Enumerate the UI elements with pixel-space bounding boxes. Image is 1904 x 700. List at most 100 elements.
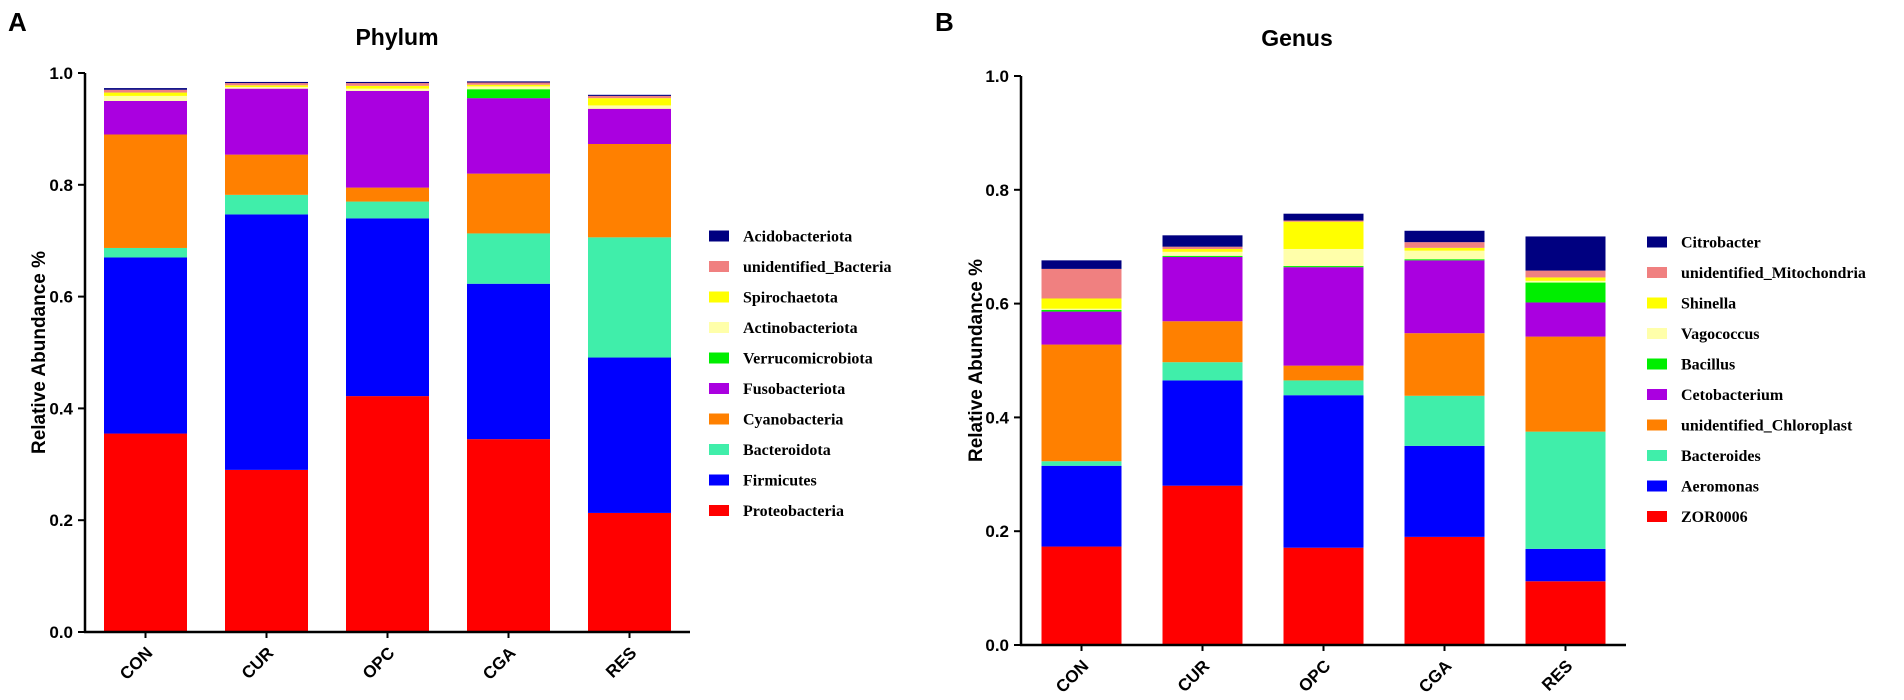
- legend-swatch-verrucomicrobiota: [709, 352, 729, 364]
- y-tick-label: 1.0: [49, 64, 73, 83]
- bar-segment-cur-zor0006: [1162, 485, 1243, 645]
- bar-segment-cur-firmicutes: [225, 214, 308, 470]
- bar-segment-cga-actinobacteriota: [467, 86, 550, 90]
- bar-segment-opc-citrobacter: [1283, 213, 1364, 221]
- legend-label-firmicutes: Firmicutes: [743, 473, 817, 490]
- bar-segment-res-vagococcus: [1525, 280, 1606, 283]
- legend-label-zor0006: ZOR0006: [1681, 509, 1748, 526]
- bar-segment-cur-proteobacteria: [225, 469, 308, 632]
- legend-swatch-cyanobacteria: [709, 413, 729, 425]
- bar-segment-opc-spirochaetota: [346, 85, 429, 89]
- bar-segment-res-firmicutes: [588, 357, 671, 513]
- legend-swatch-proteobacteria: [709, 505, 729, 516]
- bar-segment-cga-fusobacteriota: [467, 98, 550, 174]
- bar-segment-opc-bacillus: [1283, 266, 1364, 268]
- legend-swatch-unidentified-chloroplast: [1647, 419, 1667, 431]
- bar-segment-cur-actinobacteriota: [225, 86, 308, 89]
- legend-label-verrucomicrobiota: Verrucomicrobiota: [743, 351, 873, 368]
- bar-segment-con-fusobacteriota: [104, 100, 187, 135]
- bar-segment-cur-bacteroidota: [225, 194, 308, 215]
- legend-swatch-bacteroidota: [709, 444, 729, 455]
- bar-segment-con-citrobacter: [1041, 260, 1122, 269]
- y-tick-label: 0.4: [49, 399, 73, 418]
- bar-segment-res-bacillus: [1525, 282, 1606, 303]
- legend-label-spirochaetota: Spirochaetota: [743, 290, 838, 307]
- panel-letter-a: A: [8, 7, 27, 37]
- bar-segment-con-zor0006: [1041, 546, 1122, 645]
- bar-segment-con-acidobacteriota: [104, 88, 187, 90]
- bar-segment-con-unidentified-bacteria: [104, 89, 187, 93]
- bar-segment-cga-spirochaetota: [467, 84, 550, 87]
- bar-segment-cur-bacteroides: [1162, 362, 1243, 381]
- bar-segment-opc-bacteroidota: [346, 201, 429, 219]
- bar-segment-res-bacteroidota: [588, 237, 671, 358]
- legend-swatch-vagococcus: [1647, 328, 1667, 339]
- bar-segment-res-unidentified-bacteria: [588, 95, 671, 99]
- bar-segment-opc-unidentified-chloroplast: [1283, 365, 1364, 381]
- bar-segment-res-acidobacteriota: [588, 94, 671, 96]
- legend-label-acidobacteriota: Acidobacteriota: [743, 229, 852, 246]
- bar-segment-cur-shinella: [1162, 248, 1243, 252]
- legend-label-bacteroidota: Bacteroidota: [743, 442, 831, 459]
- bar-segment-con-actinobacteriota: [104, 95, 187, 101]
- bar-segment-res-bacteroides: [1525, 431, 1606, 549]
- y-tick-label: 0.2: [49, 511, 73, 530]
- bar-segment-opc-unidentified-mitochondria: [1283, 220, 1364, 222]
- bar-segment-cga-citrobacter: [1404, 230, 1485, 243]
- bar-segment-res-cyanobacteria: [588, 143, 671, 238]
- legend-label-cyanobacteria: Cyanobacteria: [743, 412, 843, 429]
- legend-label-actinobacteriota: Actinobacteriota: [743, 320, 858, 337]
- bar-segment-con-shinella: [1041, 298, 1122, 309]
- x-tick-label-cur: CUR: [238, 643, 277, 682]
- bar-segment-cga-zor0006: [1404, 536, 1485, 645]
- bar-segment-res-zor0006: [1525, 581, 1606, 645]
- bar-segment-opc-fusobacteriota: [346, 90, 429, 188]
- bar-segment-cga-vagococcus: [1404, 250, 1485, 260]
- legend-label-citrobacter: Citrobacter: [1681, 235, 1761, 252]
- bar-segment-res-unidentified-chloroplast: [1525, 336, 1606, 432]
- bar-segment-res-proteobacteria: [588, 512, 671, 632]
- bar-segment-res-cetobacterium: [1525, 302, 1606, 337]
- legend-swatch-unidentified-mitochondria: [1647, 267, 1667, 278]
- legend-label-cetobacterium: Cetobacterium: [1681, 387, 1784, 404]
- bar-segment-opc-unidentified-bacteria: [346, 83, 429, 86]
- legend-label-bacteroides: Bacteroides: [1681, 448, 1761, 465]
- bar-segment-cur-unidentified-mitochondria: [1162, 246, 1243, 249]
- bar-segment-cga-aeromonas: [1404, 445, 1485, 537]
- legend-swatch-aeromonas: [1647, 480, 1667, 492]
- x-tick-label-opc: OPC: [1295, 656, 1334, 695]
- y-axis-label: Relative Abundance %: [29, 251, 50, 454]
- legend-label-vagococcus: Vagococcus: [1681, 326, 1760, 343]
- legend-label-aeromonas: Aeromonas: [1681, 479, 1759, 496]
- bar-segment-cga-bacillus: [1404, 259, 1485, 261]
- x-tick-label-opc: OPC: [359, 643, 398, 682]
- bar-segment-cga-bacteroides: [1404, 395, 1485, 446]
- bar-segment-con-unidentified-chloroplast: [1041, 344, 1122, 462]
- legend-swatch-bacteroides: [1647, 450, 1667, 461]
- bar-segment-res-actinobacteriota: [588, 105, 671, 109]
- bar-segment-cga-unidentified-mitochondria: [1404, 242, 1485, 248]
- x-tick-label-res: RES: [1538, 656, 1576, 694]
- bar-segment-con-spirochaetota: [104, 92, 187, 96]
- bar-segment-con-bacteroides: [1041, 461, 1122, 466]
- legend-label-shinella: Shinella: [1681, 296, 1736, 313]
- x-tick-label-cur: CUR: [1174, 656, 1213, 695]
- bar-segment-opc-vagococcus: [1283, 248, 1364, 267]
- bar-segment-opc-bacteroides: [1283, 380, 1364, 396]
- bar-segment-cur-vagococcus: [1162, 251, 1243, 256]
- bar-segment-cur-unidentified-bacteria: [225, 83, 308, 86]
- y-tick-label: 0.6: [985, 295, 1009, 314]
- chart-title: Genus: [1261, 25, 1333, 51]
- legend-swatch-fusobacteriota: [709, 383, 729, 394]
- bar-segment-cur-unidentified-chloroplast: [1162, 321, 1243, 363]
- legend-swatch-citrobacter: [1647, 236, 1667, 248]
- panel-letter-b: B: [935, 7, 954, 37]
- bar-segment-opc-firmicutes: [346, 218, 429, 397]
- x-tick-label-cga: CGA: [479, 643, 519, 683]
- bar-segment-cur-citrobacter: [1162, 235, 1243, 247]
- bar-segment-opc-cyanobacteria: [346, 187, 429, 202]
- bar-segment-opc-cetobacterium: [1283, 267, 1364, 366]
- bar-segment-opc-proteobacteria: [346, 396, 429, 632]
- bar-segment-res-citrobacter: [1525, 236, 1606, 271]
- legend-swatch-bacillus: [1647, 358, 1667, 370]
